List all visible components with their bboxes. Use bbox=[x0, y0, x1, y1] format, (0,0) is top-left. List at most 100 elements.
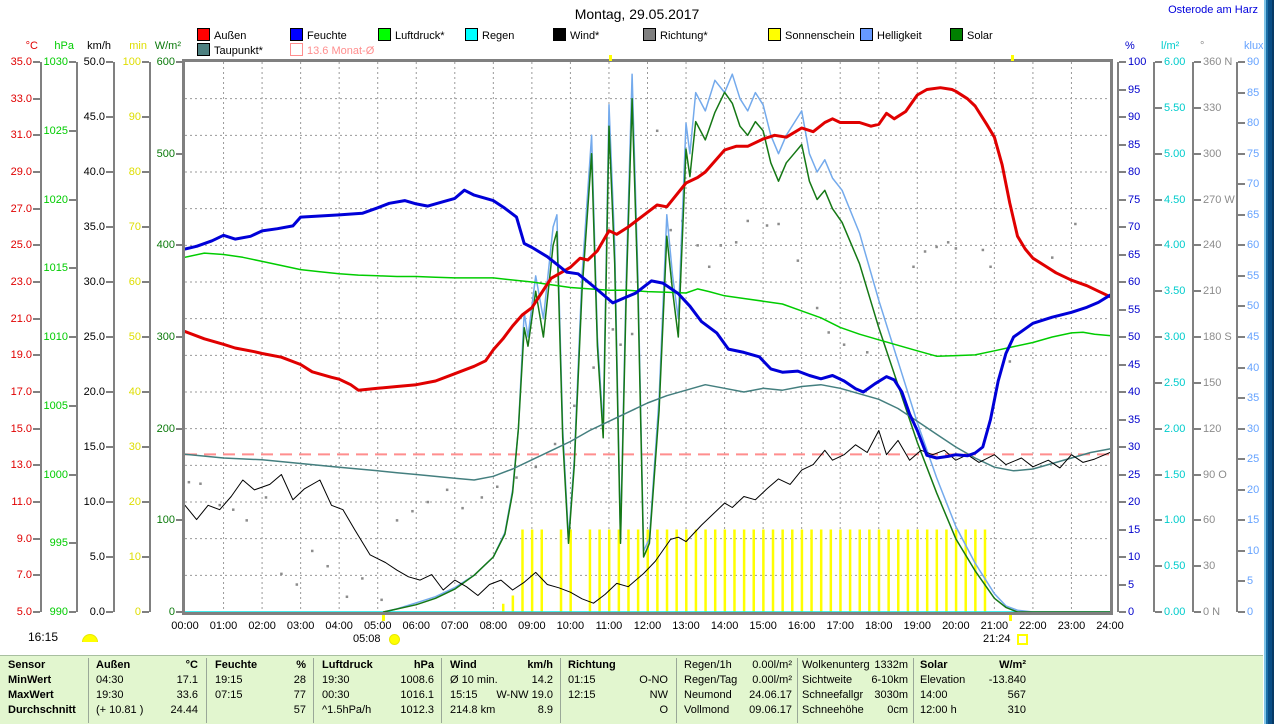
sunshine-bar bbox=[636, 529, 640, 612]
legend-swatch bbox=[465, 28, 478, 41]
sunshine-bar bbox=[607, 529, 611, 612]
sunshine-bar bbox=[694, 529, 698, 612]
axis-tick-label: 15.0 bbox=[10, 422, 32, 435]
axis-tick bbox=[1238, 91, 1245, 94]
axis-tick bbox=[1155, 198, 1162, 201]
axis-tick-label: 3.00 bbox=[1164, 331, 1186, 343]
table-cell-label: (+ 10.81 ) bbox=[96, 704, 144, 716]
sunrise-label: 05:08 bbox=[353, 633, 381, 645]
table-separator bbox=[560, 658, 561, 723]
axis-line-min bbox=[149, 62, 151, 612]
sunshine-bar bbox=[925, 529, 929, 612]
sunshine-bar bbox=[877, 529, 881, 612]
axis-tick bbox=[1119, 418, 1126, 421]
axis-tick-label: 90 bbox=[1128, 111, 1141, 123]
table-cell-label: Elevation bbox=[920, 674, 966, 686]
legend-label: 13.6 Monat-Ø bbox=[307, 45, 375, 57]
sunshine-bar bbox=[646, 529, 649, 612]
table-cell-label: Schneefallgr bbox=[802, 689, 864, 701]
axis-tick-label: 5.50 bbox=[1164, 101, 1186, 114]
richtung-dot bbox=[326, 564, 329, 568]
axis-tick bbox=[69, 61, 76, 63]
legend-item-feuchte: Feuchte bbox=[290, 28, 347, 42]
axis-tick-label: 50 bbox=[128, 331, 141, 343]
legend-swatch bbox=[290, 43, 303, 56]
table-row-label: MinWert bbox=[8, 674, 52, 686]
richtung-dot bbox=[796, 259, 800, 262]
axis-tick bbox=[1155, 61, 1162, 63]
axis-tick bbox=[106, 556, 113, 558]
richtung-dot bbox=[199, 482, 202, 485]
axis-tick-label: 200 bbox=[156, 422, 175, 435]
sunshine-bar bbox=[771, 529, 775, 612]
richtung-dot bbox=[1074, 222, 1077, 226]
axis-tick-label: 5 bbox=[1128, 578, 1135, 591]
richtung-dot bbox=[777, 222, 780, 226]
legend-item-richtung-: Richtung* bbox=[643, 28, 708, 42]
table-cell-value: 1012.3 bbox=[400, 704, 434, 716]
table-cell-value: 0cm bbox=[887, 704, 908, 716]
axis-tick bbox=[69, 542, 76, 545]
richtung-dot bbox=[515, 476, 518, 479]
axis-tick bbox=[1119, 583, 1126, 586]
axis-tick-label: 0 bbox=[1128, 606, 1135, 618]
axis-tick bbox=[1194, 106, 1201, 109]
axis-tick-label: 60 bbox=[1203, 514, 1216, 527]
axis-line-% bbox=[1117, 62, 1119, 612]
sunshine-bar bbox=[559, 529, 563, 612]
axis-tick-label: 85 bbox=[1247, 86, 1260, 99]
axis-tick bbox=[69, 336, 76, 338]
axis-unit-min: min bbox=[129, 40, 147, 52]
table-cell-label: 19:30 bbox=[322, 674, 350, 686]
table-header-aussen: Außen bbox=[96, 659, 131, 671]
table-cell-value: 09.06.17 bbox=[749, 704, 792, 716]
axis-tick-label: 50.0 bbox=[83, 56, 105, 68]
axis-tick bbox=[33, 611, 40, 613]
axis-tick bbox=[33, 171, 40, 173]
table-separator bbox=[676, 658, 677, 723]
richtung-dot bbox=[877, 322, 881, 325]
axis-tick-label: 60 bbox=[1128, 276, 1141, 288]
axis-tick-label: 5.0 bbox=[16, 606, 32, 618]
richtung-dot bbox=[380, 598, 383, 602]
sunshine-bar bbox=[588, 529, 592, 612]
axis-tick-label: 500 bbox=[156, 147, 175, 160]
axis-tick bbox=[69, 129, 76, 132]
richtung-dot bbox=[842, 343, 846, 346]
axis-tick bbox=[1119, 501, 1126, 503]
axis-tick-label: 75 bbox=[1247, 147, 1260, 160]
sunshine-bar bbox=[983, 529, 987, 612]
axis-line-°C bbox=[40, 62, 42, 612]
day-length: 16:15 bbox=[28, 630, 58, 644]
axis-tick bbox=[33, 391, 40, 393]
table-cell-label: 214.8 km bbox=[450, 704, 496, 716]
axis-unit-km/h: km/h bbox=[87, 40, 111, 52]
axis-tick bbox=[1238, 152, 1245, 155]
axis-tick-label: 70 bbox=[1128, 221, 1141, 233]
axis-tick-label: 35 bbox=[1128, 413, 1141, 426]
axis-tick-label: 150 bbox=[1203, 376, 1222, 389]
table-cell-label: 00:30 bbox=[322, 689, 350, 701]
axis-tick-label: 0.50 bbox=[1164, 560, 1186, 573]
axis-tick bbox=[1119, 61, 1126, 63]
table-cell-label: 07:15 bbox=[215, 689, 243, 701]
x-axis-label: 20:00 bbox=[942, 620, 970, 632]
axis-tick bbox=[1194, 336, 1201, 338]
table-header-solar: Solar bbox=[920, 659, 948, 671]
x-axis-label: 02:00 bbox=[248, 620, 276, 632]
axis-tick-label: 10 bbox=[128, 551, 141, 563]
table-cell-value: 28 bbox=[293, 674, 306, 686]
axis-tick-label: 90 bbox=[1247, 56, 1260, 68]
axis-tick-label: 240 bbox=[1203, 239, 1222, 252]
legend-label: Helligkeit bbox=[877, 30, 922, 42]
table-cell-label: Regen/Tag bbox=[684, 674, 738, 686]
station-link[interactable]: Osterode am Harz bbox=[1168, 4, 1258, 16]
legend-swatch bbox=[378, 28, 391, 41]
table-cell-value: 33.6 bbox=[176, 689, 198, 701]
axis-tick bbox=[176, 611, 183, 613]
axis-tick-label: 995 bbox=[49, 537, 68, 550]
sunshine-bar bbox=[733, 529, 736, 612]
sunshine-bar bbox=[839, 529, 842, 612]
x-axis-label: 18:00 bbox=[864, 620, 893, 632]
table-cell-label: Regen/1h bbox=[684, 659, 732, 671]
